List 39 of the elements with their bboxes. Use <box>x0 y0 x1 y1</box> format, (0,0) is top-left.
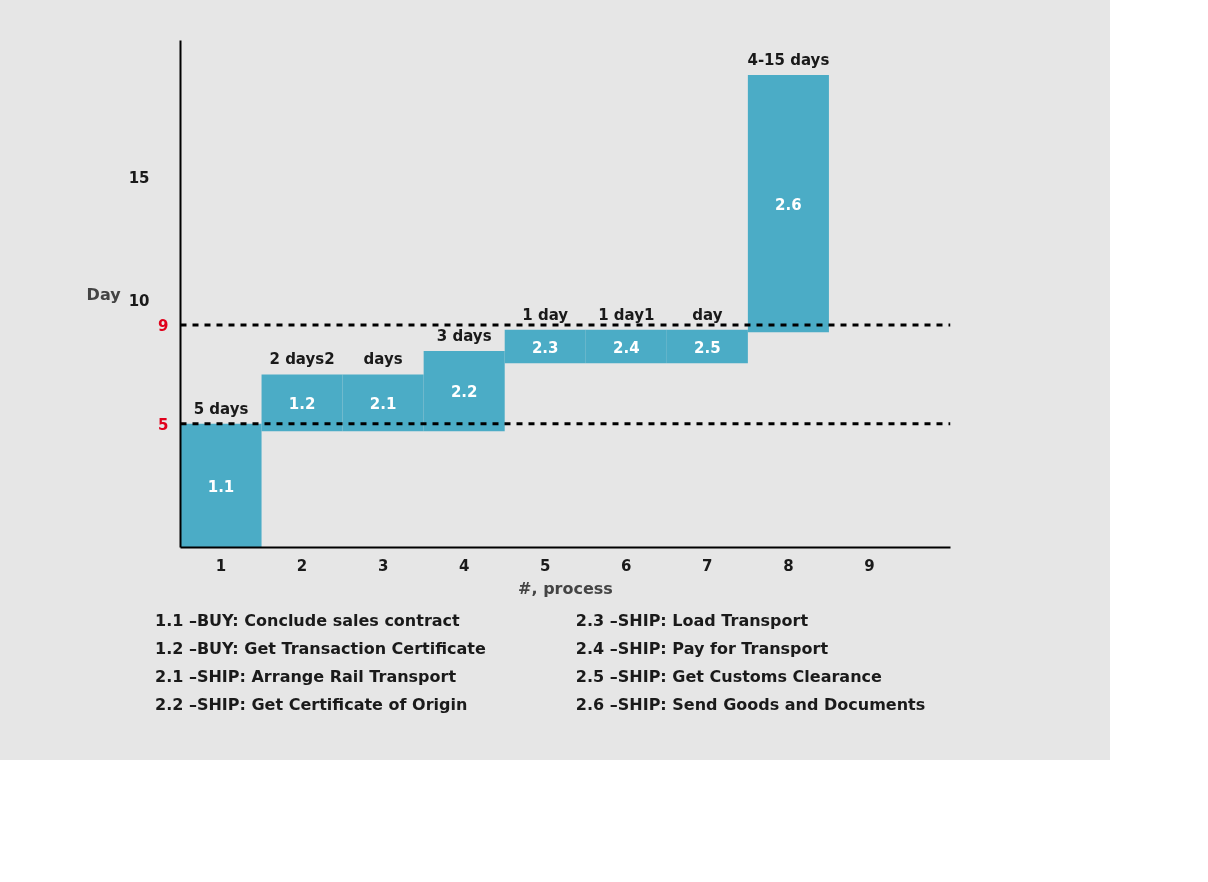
annotation: 2.4 <box>613 338 640 357</box>
x-tick-label: 8 <box>783 556 794 575</box>
x-tick-label: 2 <box>296 556 308 575</box>
x-tick-label: 5 <box>540 556 551 575</box>
annotation: 2.3 <box>531 338 559 357</box>
text: 2.6 –SHIP: Send Goods and Documents <box>575 693 926 716</box>
x-tick-label: 3 <box>377 556 389 575</box>
annotation: 2.5 <box>694 338 721 357</box>
data-label: 1 day <box>522 305 569 324</box>
y-tick-label: 10 <box>128 292 150 311</box>
text: 2.2 –SHIP: Get Certificate of Origin <box>155 693 469 716</box>
annotation: 1.2 <box>288 394 316 413</box>
annotation: 1.1 <box>207 477 235 496</box>
text: 2.4 –SHIP: Pay for Transport <box>575 637 830 660</box>
text: 2.3 –SHIP: Load Transport <box>575 610 810 632</box>
text: 2.5 –SHIP: Get Customs Clearance <box>575 665 883 688</box>
data-label: 4-15 days <box>747 51 830 70</box>
text: 2.1 –SHIP: Arrange Rail Transport <box>155 665 458 688</box>
data-label: 3 days <box>436 326 492 345</box>
data-label: day <box>692 305 723 324</box>
data-label: 2 days2 <box>269 350 335 369</box>
ref-line-label: 5 <box>158 415 169 434</box>
x-tick-label: 4 <box>458 556 470 575</box>
x-tick-label: 9 <box>864 556 875 575</box>
ref-line-label: 9 <box>158 316 169 335</box>
x-tick-label: 1 <box>215 556 227 575</box>
y-tick-label: 15 <box>128 168 150 187</box>
text: 1.2 –BUY: Get Transaction Certificate <box>155 637 486 660</box>
annotation: 2.1 <box>369 394 397 413</box>
annotation: 2.6 <box>775 195 802 214</box>
text: 1.1 –BUY: Conclude sales contract <box>155 610 461 632</box>
annotation: 2.2 <box>450 383 478 402</box>
x-tick-label: 6 <box>621 556 632 575</box>
data-label: days <box>363 350 403 369</box>
data-label: 5 days <box>193 399 249 418</box>
x-axis-title: #, process <box>518 578 613 598</box>
data-label: 1 day1 <box>598 305 655 324</box>
y-axis-title: Day <box>86 284 122 304</box>
x-tick-label: 7 <box>702 556 713 575</box>
